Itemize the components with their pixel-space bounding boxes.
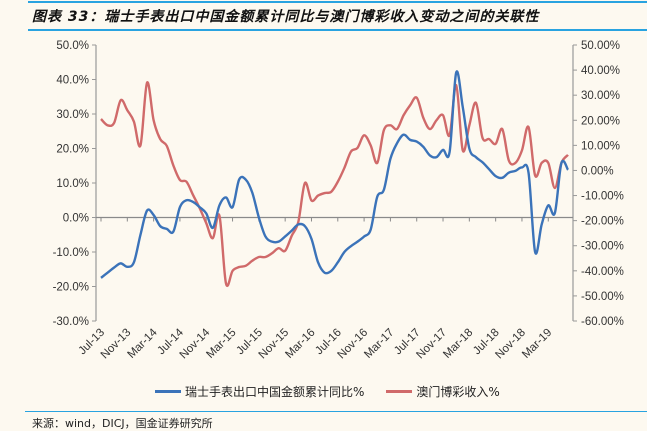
left-axis-tick-label: 30.0%	[56, 109, 89, 121]
legend: 瑞士手表出口中国金额累计同比% 澳门博彩收入%	[155, 383, 522, 400]
right-axis-tick-label: -60.00%	[581, 316, 624, 328]
right-axis-tick-label: -10.00%	[581, 191, 624, 203]
legend-label: 澳门博彩收入%	[416, 385, 500, 399]
right-axis-tick-label: -50.00%	[581, 291, 624, 303]
legend-label: 瑞士手表出口中国金额累计同比%	[185, 385, 365, 399]
legend-swatch-red	[386, 390, 413, 393]
right-axis-tick-label: 40.00%	[581, 65, 620, 77]
left-axis-tick-label: 40.0%	[56, 75, 89, 87]
right-axis-tick-label: 20.00%	[581, 115, 620, 127]
right-axis-tick-label: 10.00%	[581, 140, 620, 152]
x-axis-tick-label: Mar-19	[520, 327, 554, 361]
right-axis-tick-label: -20.00%	[581, 216, 624, 228]
left-axis-tick-label: -30.0%	[53, 316, 89, 328]
chart-area: 50.0% 40.0% 30.0% 20.0% 10.0% 0.0% -10.0% -20.0…	[53, 40, 624, 361]
source-rule	[25, 411, 647, 412]
left-axis-tick-label: 0.0%	[63, 213, 89, 225]
series-line-macau-gaming	[100, 81, 569, 287]
x-axis-tick-label: Mar-17	[362, 327, 396, 361]
title-top-rule	[28, 1, 647, 3]
legend-item-swiss-watch: 瑞士手表出口中国金额累计同比%	[155, 383, 364, 400]
left-axis-tick-label: 20.0%	[56, 144, 89, 156]
series-line-swiss-watch	[100, 70, 570, 279]
x-axis-tick-label: Mar-14	[125, 326, 160, 361]
x-axis-tick-label: Mar-15	[204, 327, 238, 361]
left-axis-tick-label: 50.0%	[56, 40, 89, 52]
right-axis-tick-label: 0.00%	[581, 165, 614, 177]
x-axis-tick-label: Mar-16	[283, 327, 317, 361]
left-axis-tick-label: -20.0%	[53, 282, 89, 294]
left-axis-tick-label: -10.0%	[53, 247, 89, 259]
legend-item-macau-gaming: 澳门博彩收入%	[386, 383, 500, 400]
right-axis-tick-label: 30.00%	[581, 90, 620, 102]
chart-title: 图表 33：瑞士手表出口中国金额累计同比与澳门博彩收入变动之间的关联性	[32, 9, 540, 25]
x-axis-tick-label: Mar-18	[441, 327, 475, 361]
source-note: 来源：wind，DICJ，国金证券研究所	[32, 417, 213, 430]
right-axis-tick-label: -40.00%	[581, 266, 624, 278]
legend-swatch-blue	[155, 390, 181, 393]
title-bottom-rule	[28, 29, 647, 31]
left-axis-tick-label: 10.0%	[56, 178, 89, 190]
right-axis-tick-label: 50.00%	[581, 40, 620, 52]
right-axis-tick-label: -30.00%	[581, 241, 624, 253]
